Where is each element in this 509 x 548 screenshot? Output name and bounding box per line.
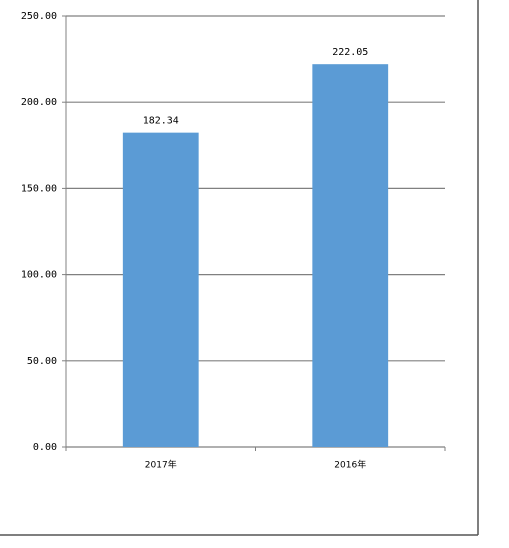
x-tick-label: 2016年 [334, 459, 366, 471]
y-tick-label: 0.00 [33, 442, 57, 453]
y-tick-label: 50.00 [27, 356, 57, 367]
y-tick-label: 100.00 [21, 270, 57, 281]
data-label: 222.05 [332, 47, 368, 58]
y-tick-label: 250.00 [21, 11, 57, 22]
data-label: 182.34 [143, 116, 179, 127]
bar [122, 132, 199, 447]
bar [312, 64, 389, 448]
y-tick-label: 200.00 [21, 97, 57, 108]
x-tick-label: 2017年 [145, 459, 177, 471]
y-tick-label: 150.00 [21, 183, 57, 194]
